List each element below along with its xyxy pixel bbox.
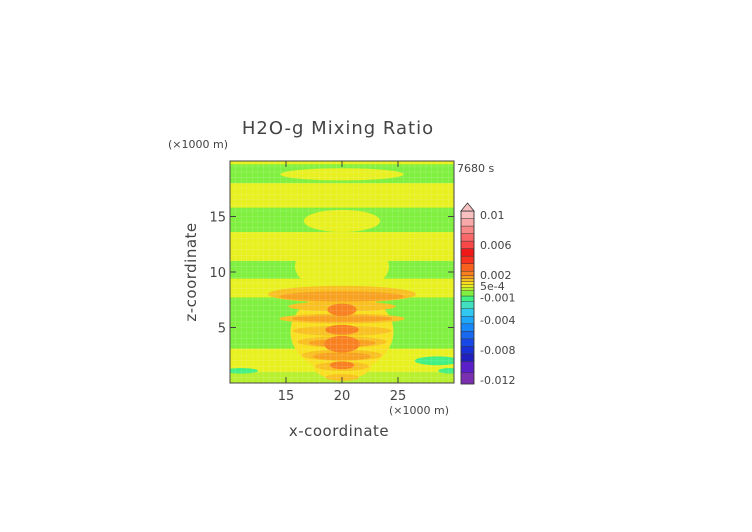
x-tick-label: 25 [390, 389, 407, 404]
colorbar-label: -0.012 [480, 374, 515, 387]
colorbar-label: -0.008 [480, 344, 515, 357]
grid-lines [230, 161, 454, 383]
colorbar-segment-15 [460, 278, 475, 282]
colorbar-segment-4 [460, 338, 475, 347]
x-axis-unit: (×1000 m) [389, 404, 449, 417]
contour-blob-25 [327, 303, 357, 316]
contour-blob-22 [291, 315, 393, 322]
x-axis-label: x-coordinate [289, 422, 389, 440]
colorbar-label: -0.004 [480, 314, 515, 327]
colorbar-segment-7 [460, 316, 475, 325]
colorbar-segment-8 [460, 308, 475, 317]
colorbar-label: -0.001 [480, 292, 515, 305]
colorbar-segment-2 [460, 353, 475, 362]
time-label: 7680 s [457, 162, 494, 175]
colorbar-segment-20 [460, 248, 475, 257]
contour-blob-5 [280, 168, 404, 181]
contour-blob-6 [303, 209, 381, 233]
contour-regions [230, 164, 454, 383]
y-axis-unit: (×1000 m) [168, 138, 228, 151]
contour-blob-21 [279, 291, 405, 302]
colorbar-segment-22 [460, 233, 475, 242]
contour-blob-8 [414, 356, 454, 366]
colorbar-segment-14 [460, 281, 475, 285]
colorbar-segment-11 [460, 290, 475, 297]
colorbar-label: 0.006 [480, 239, 512, 252]
colorbar-segment-19 [460, 255, 475, 264]
colorbar-segment-10 [460, 295, 475, 302]
colorbar-label: 5e-4 [480, 280, 505, 293]
y-tick-label: 5 [218, 322, 226, 337]
colorbar-segment-13 [460, 284, 475, 288]
y-axis-ticks: 5 10 15 [209, 211, 454, 337]
colorbar-segment-16 [460, 275, 475, 279]
contour-blob-26 [325, 324, 359, 335]
colorbar-label: 0.002 [480, 269, 512, 282]
colorbar-segment-0 [460, 372, 475, 385]
chart-title: H2O-g Mixing Ratio [242, 118, 434, 139]
contour-blob-27 [324, 335, 360, 353]
colorbar-segment-12 [460, 287, 475, 291]
y-axis-label: z-coordinate [182, 222, 200, 321]
x-tick-label: 15 [278, 389, 295, 404]
colorbar-segment-18 [460, 263, 475, 272]
colorbar-segment-5 [460, 331, 475, 340]
colorbar-segment-9 [460, 301, 475, 309]
colorbar-segment-1 [460, 361, 475, 373]
y-tick-label: 10 [209, 266, 226, 281]
y-tick-label: 15 [209, 211, 226, 226]
colorbar-segment-6 [460, 323, 475, 332]
colorbar-segment-3 [460, 346, 475, 355]
colorbar-segment-17 [460, 270, 475, 276]
x-tick-label: 20 [334, 389, 351, 404]
colorbar-segment-23 [460, 225, 475, 234]
contour-blob-9 [230, 368, 258, 374]
contour-blob-28 [329, 361, 355, 370]
colorbar-label: 0.01 [480, 209, 505, 222]
x-axis-ticks: 15 20 25 [278, 161, 407, 404]
colorbar-segment-21 [460, 240, 475, 249]
plot-area [230, 161, 454, 383]
contour-blob-7 [294, 240, 390, 292]
colorbar-segment-25 [460, 210, 475, 219]
contour-blob-24 [312, 352, 372, 361]
colorbar [460, 202, 475, 385]
colorbar-segment-24 [460, 218, 475, 227]
colorbar-extend-arrow [460, 202, 475, 212]
contour-blob-10 [438, 368, 454, 374]
